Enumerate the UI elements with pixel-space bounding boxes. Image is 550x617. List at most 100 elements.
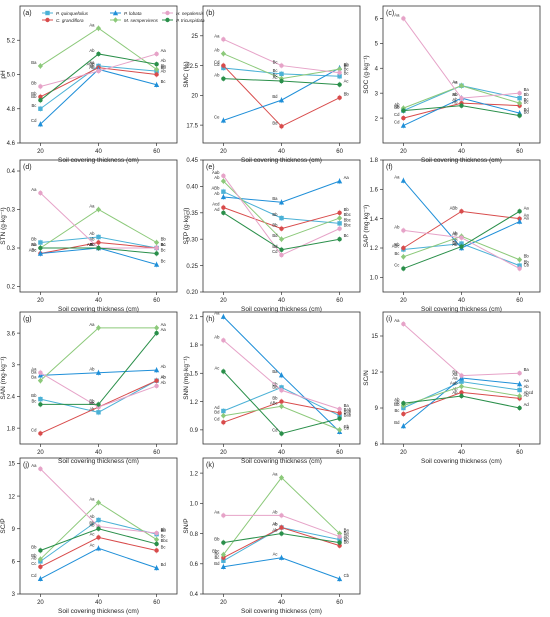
data-point [221,63,226,68]
significance-label: Ab [214,73,220,78]
data-point [38,240,43,245]
data-point [37,556,44,562]
significance-label: Bb [31,80,37,85]
data-point [336,178,343,184]
significance-label: Ab [272,509,278,514]
significance-label: Aa [89,60,95,65]
significance-label: Ba [31,369,37,374]
data-point [401,401,406,406]
x-tick-label: 40 [458,298,465,304]
y-tick-label: 0.3 [7,246,16,252]
legend-label: M. sempervirens [124,18,159,23]
significance-label: Bd [161,562,167,567]
x-tick-label: 60 [336,600,343,606]
significance-label: Bb [524,92,530,97]
significance-label: Bb [452,241,458,246]
significance-label: Cc [31,561,36,566]
x-axis-title: Soil covering thickness (cm) [58,458,139,465]
data-point [459,373,464,378]
data-point [278,97,285,103]
significance-label: Bc [215,555,220,560]
significance-label: Bb [344,62,350,67]
significance-label: Cb [344,573,350,578]
significance-label: Bb [161,528,167,533]
significance-label: Cc [394,263,399,268]
significance-label: Aa [452,80,458,85]
panel-label: (i) [386,316,392,323]
data-point [153,536,160,543]
data-point [517,113,522,118]
legend-item: M. sempervirens [110,17,159,23]
data-point [38,370,43,375]
significance-label: Aa [524,205,530,210]
data-point [95,499,102,506]
significance-label: Bc [161,248,166,253]
data-point [153,81,160,87]
significance-label: Ab [452,242,458,247]
x-tick-label: 40 [278,298,285,304]
significance-label: Bc [215,552,220,557]
y-axis-title: SAP (mg·kg⁻¹) [363,205,370,248]
y-tick-label: 15 [8,462,15,468]
data-point [95,25,102,32]
significance-label: Ab [394,224,400,229]
data-point [96,526,101,531]
x-tick-label: 60 [153,600,160,606]
data-point [37,121,44,127]
data-point [401,228,406,233]
y-tick-label: 3 [12,363,16,369]
data-point [221,205,226,210]
data-point [337,416,342,421]
series-line [40,53,157,101]
data-point [337,95,342,100]
chart-panel: (g) 1.8 2.4 3 3.6 20 40 60 Soil covering thickne… [0,311,178,465]
significance-label: Bd [214,561,220,566]
significance-label: Bc [524,100,529,105]
legend-swatch-marker [45,17,50,23]
data-point [37,377,44,384]
y-tick-label: 0.40 [186,185,198,191]
data-point [221,189,226,194]
significance-label: Ab [394,397,400,402]
significance-label: Ad [524,402,530,407]
x-axis-title: Soil covering thickness (cm) [58,306,139,313]
y-tick-label: 1.0 [190,502,199,508]
x-axis-title: Soil covering thickness (cm) [241,306,322,313]
data-point [154,383,159,389]
significance-label: Bbc [344,212,351,217]
data-point [279,226,284,231]
data-point [458,82,465,89]
significance-label: Bbc [161,538,168,543]
plot-frame [382,159,541,293]
significance-label: Ab [161,375,167,380]
legend-item: P. quinquefolius [42,10,89,16]
significance-label: Bc [161,544,166,549]
significance-label: ABb [87,62,96,67]
significance-label: Bab [344,407,352,412]
legend-item: H. nepalensis [162,10,205,16]
significance-label: Ab [89,231,95,236]
panel-label: (f) [386,164,393,171]
significance-label: ABc [87,242,95,247]
x-tick-label: 20 [400,149,407,155]
significance-label: Bb [344,92,350,97]
significance-label: Cb [344,424,350,429]
y-tick-label: 12 [8,494,15,500]
data-point [516,393,523,399]
data-point [37,575,44,581]
significance-label: Bc [32,248,37,253]
data-point [401,16,406,21]
data-point [96,245,101,251]
data-point [96,517,101,523]
x-tick-label: 60 [516,450,523,456]
significance-label: Cd [214,416,220,421]
y-tick-label: 1.2 [370,246,379,252]
y-tick-label: 17.5 [186,123,198,129]
significance-label: Ac [215,365,220,370]
significance-label: Bb [344,537,350,542]
data-point [221,76,226,81]
data-point [336,530,343,537]
data-point [401,266,406,271]
significance-label: Aa [214,33,220,38]
data-point [221,173,226,179]
